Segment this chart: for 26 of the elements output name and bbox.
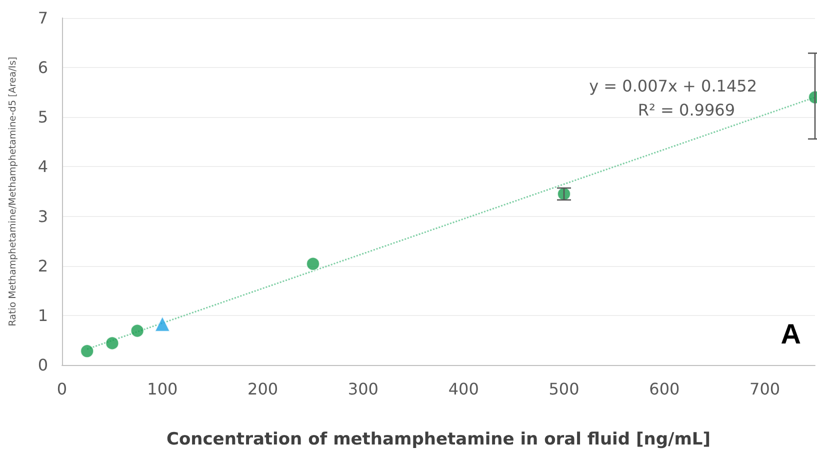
x-tick-label: 500: [548, 380, 580, 398]
point: [105, 336, 120, 350]
y-tick-label: 4: [38, 157, 48, 176]
y-tick-label: 1: [38, 306, 48, 325]
x-tick-label: 600: [649, 380, 680, 398]
y-tick-label: 3: [38, 206, 48, 226]
point: [80, 344, 94, 358]
y-tick-label: 2: [38, 256, 48, 276]
x-tick-label: 700: [750, 380, 780, 398]
x-tick-label: 200: [248, 380, 278, 398]
x-tick-label: 300: [348, 380, 378, 398]
x-axis-title: Concentration of methamphetamine in oral fluid [ng/mL]: [166, 430, 711, 450]
point: [306, 256, 320, 271]
x-tick-label: 0: [56, 380, 68, 398]
point: [130, 324, 144, 338]
y-axis-title: Ratio Methamphetamine/Methamphetamine-d5 [Area/Is]: [8, 56, 18, 326]
x-tick-label: 100: [147, 380, 178, 398]
y-tick-label: 5: [38, 108, 48, 127]
x-tick-label: 400: [448, 380, 479, 398]
annotation: A: [780, 318, 802, 350]
annotation: y = 0.007x + 0.1452: [589, 76, 758, 96]
y-tick-label: 6: [38, 58, 48, 78]
point: [154, 316, 170, 332]
y-tick-label: 7: [38, 8, 48, 28]
annotation: R² = 0.9969: [638, 100, 735, 120]
y-tick-label: 0: [38, 356, 48, 374]
